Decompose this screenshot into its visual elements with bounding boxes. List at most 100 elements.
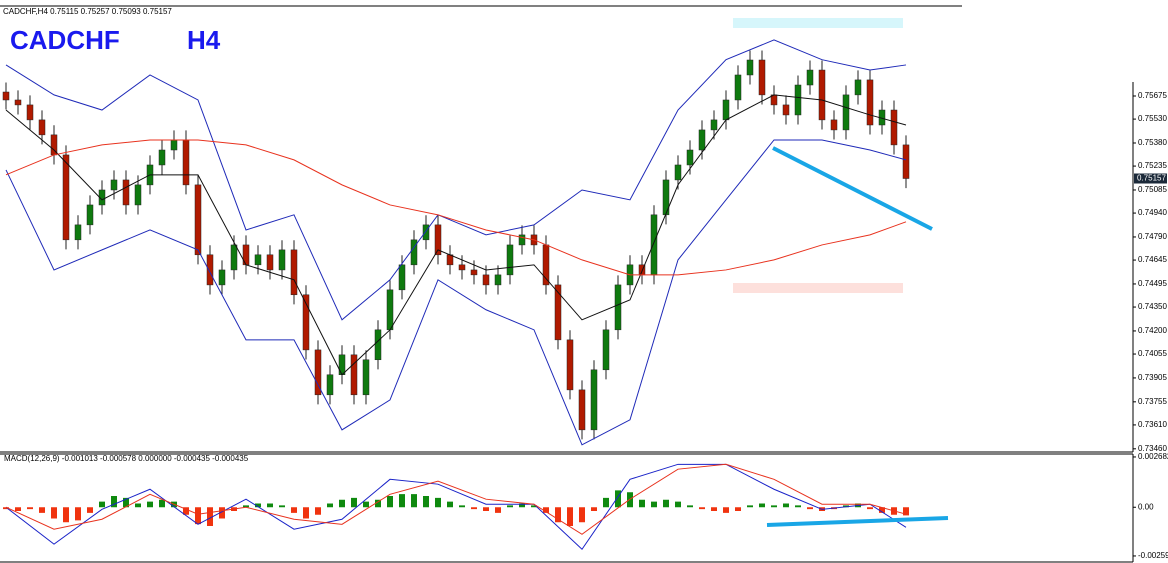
- last-price-label: 0.75157: [1137, 174, 1166, 183]
- candle-body: [578, 389, 586, 431]
- candle-body: [38, 119, 46, 136]
- histogram-bar: [291, 507, 297, 513]
- histogram-bar: [207, 507, 213, 526]
- histogram-bar: [123, 497, 129, 508]
- candle-body: [326, 374, 334, 396]
- candle-body: [482, 274, 490, 286]
- timeframe: H4: [187, 25, 221, 55]
- histogram-bar: [267, 503, 273, 508]
- candle-body: [458, 264, 466, 271]
- histogram-bar: [459, 505, 465, 508]
- candle-body: [290, 249, 298, 296]
- histogram-bar: [867, 507, 873, 510]
- indicator-line: [5, 94, 907, 376]
- candle-body: [314, 349, 322, 396]
- candle-body: [338, 354, 346, 375]
- candle-body: [494, 274, 502, 286]
- histogram-bar: [135, 503, 141, 508]
- histogram-bar: [447, 501, 453, 508]
- histogram-bar: [507, 505, 513, 508]
- candle-body: [26, 104, 34, 121]
- y-tick-label: 0.75380: [1138, 138, 1167, 147]
- candle-body: [446, 254, 454, 266]
- histogram-bar: [591, 507, 597, 511]
- candle-body: [818, 69, 826, 121]
- histogram-bar: [903, 507, 909, 516]
- y-tick-label: 0.73905: [1138, 373, 1167, 382]
- histogram-bar: [411, 494, 417, 508]
- candle-body: [722, 99, 730, 121]
- y-tick-label: 0.00: [1138, 502, 1154, 511]
- histogram-bar: [147, 501, 153, 508]
- candle-body: [302, 294, 310, 351]
- candle-body: [182, 139, 190, 186]
- histogram-bar: [351, 497, 357, 508]
- histogram-bar: [303, 507, 309, 519]
- histogram-bar: [531, 505, 537, 508]
- histogram-bar: [543, 507, 549, 513]
- indicator-line: [5, 139, 907, 276]
- histogram-bar: [603, 497, 609, 508]
- candle-body: [614, 284, 622, 331]
- histogram-bar: [39, 507, 45, 513]
- histogram-bar: [783, 503, 789, 508]
- candle-body: [902, 144, 910, 179]
- histogram-bar: [255, 503, 261, 508]
- histogram-bar: [63, 507, 69, 523]
- candle-body: [794, 84, 802, 116]
- candle-body: [866, 79, 874, 126]
- candle-body: [98, 189, 106, 206]
- histogram-bar: [723, 507, 729, 513]
- histogram-bar: [435, 497, 441, 508]
- histogram-bar: [579, 507, 585, 523]
- supply-zone: [733, 18, 903, 28]
- candle-body: [842, 94, 850, 131]
- plot-area: 0.75675 0.75530 0.75380 0.75235 0.75085 0.749…: [2, 39, 1168, 560]
- demand-zone: [733, 283, 903, 293]
- histogram-bar: [87, 507, 93, 513]
- histogram-bar: [315, 507, 321, 515]
- histogram-bar: [807, 507, 813, 510]
- histogram-bar: [747, 505, 753, 508]
- y-tick-label: 0.73460: [1138, 444, 1167, 453]
- candle-body: [62, 154, 70, 241]
- histogram-bar: [699, 507, 705, 510]
- candle-body: [518, 234, 526, 246]
- histogram-bar: [363, 501, 369, 508]
- macd-label: MACD(12,26,9) -0.001013 -0.000578 0.0000…: [4, 454, 249, 463]
- histogram-bar: [795, 505, 801, 508]
- candle-body: [230, 244, 238, 271]
- candle-body: [686, 149, 694, 166]
- candle-body: [122, 179, 130, 206]
- candle-body: [506, 244, 514, 276]
- candle-body: [566, 339, 574, 391]
- candle-body: [830, 119, 838, 131]
- histogram-bar: [771, 505, 777, 508]
- candle-body: [806, 69, 814, 86]
- candle-body: [398, 264, 406, 291]
- candle-body: [890, 109, 898, 146]
- candle-body: [218, 269, 226, 286]
- histogram-bar: [495, 507, 501, 513]
- indicator-line: [5, 463, 907, 551]
- histogram-bar: [387, 496, 393, 508]
- histogram-bar: [879, 507, 885, 513]
- histogram-bar: [15, 507, 21, 511]
- histogram-bar: [675, 501, 681, 508]
- y-tick-label: 0.74940: [1138, 208, 1167, 217]
- candle-body: [710, 119, 718, 131]
- y-tick-label: 0.74645: [1138, 255, 1167, 264]
- candle-body: [854, 79, 862, 96]
- candle-body: [194, 184, 202, 256]
- histogram-bar: [219, 507, 225, 519]
- candle-body: [734, 74, 742, 101]
- indicator-line: [5, 39, 907, 321]
- candle-body: [782, 104, 790, 116]
- candle-body: [470, 269, 478, 276]
- histogram-bar: [651, 501, 657, 508]
- histogram-bar: [327, 503, 333, 508]
- histogram-bar: [99, 501, 105, 508]
- candle-body: [746, 59, 754, 76]
- symbol: CADCHF: [10, 25, 120, 55]
